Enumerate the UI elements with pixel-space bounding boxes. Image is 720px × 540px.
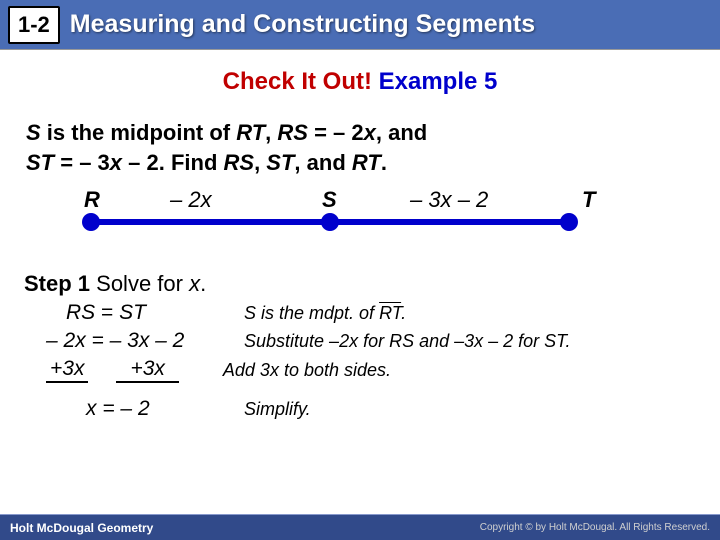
txt: +3x: [50, 357, 84, 380]
txt: =: [95, 301, 119, 324]
point-r-dot: [82, 213, 100, 231]
txt: .: [381, 150, 387, 175]
txt: +3x: [130, 357, 164, 380]
txt: x: [110, 150, 122, 175]
work-row-1: RS = ST S is the mdpt. of RT.: [24, 301, 696, 325]
txt: RS: [277, 120, 308, 145]
txt: ST: [119, 301, 146, 324]
txt: Step 1: [24, 271, 90, 296]
txt: RS: [224, 150, 255, 175]
work-left: x = – 2: [24, 397, 244, 421]
txt: .: [401, 303, 406, 323]
txt: ST: [26, 150, 54, 175]
add-term-1: +3x: [46, 357, 88, 383]
segment-st-label: – 3x – 2: [410, 187, 488, 213]
txt: x = – 2: [86, 397, 150, 420]
txt: x: [189, 271, 200, 296]
txt: = – 2: [308, 120, 364, 145]
footer-brand: Holt McDougal Geometry: [10, 521, 153, 535]
add-term-2: +3x: [116, 357, 178, 383]
txt: Solve for: [90, 271, 189, 296]
work-right: Simplify.: [244, 399, 311, 420]
section-number-badge: 1-2: [8, 6, 60, 44]
txt: – 2. Find: [122, 150, 223, 175]
solution-steps: Step 1 Solve for x. RS = ST S is the mdp…: [24, 271, 696, 421]
work-left: RS = ST: [24, 301, 244, 325]
point-s-dot: [321, 213, 339, 231]
txt: ,: [254, 150, 266, 175]
header-title: Measuring and Constructing Segments: [70, 10, 535, 39]
txt: = – 3: [54, 150, 110, 175]
segment-rs-label: – 2x: [170, 187, 212, 213]
work-row-2: – 2x = – 3x – 2 Substitute –2x for RS an…: [24, 329, 696, 353]
txt: , and: [376, 120, 427, 145]
txt: – 2x = – 3x – 2: [46, 329, 184, 352]
txt: is the midpoint of: [41, 120, 237, 145]
txt: S: [26, 120, 41, 145]
footer-copyright: Copyright © by Holt McDougal. All Rights…: [480, 522, 710, 533]
point-t-dot: [560, 213, 578, 231]
txt: ST: [266, 150, 294, 175]
slide-footer: Holt McDougal Geometry Copyright © by Ho…: [0, 514, 720, 540]
work-left: – 2x = – 3x – 2: [24, 329, 244, 353]
point-s-label: S: [322, 187, 337, 213]
txt: RT: [236, 120, 265, 145]
point-r-label: R: [84, 187, 100, 213]
txt: RT: [352, 150, 381, 175]
txt: .: [200, 271, 206, 296]
problem-statement: S is the midpoint of RT, RS = – 2x, and …: [26, 118, 694, 177]
txt: ,: [265, 120, 277, 145]
work-row-3: +3x +3x Add 3x to both sides.: [24, 357, 696, 383]
point-t-label: T: [582, 187, 595, 213]
txt: RT: [379, 303, 401, 323]
number-line-diagram: R S T – 2x – 3x – 2: [90, 201, 660, 241]
subtitle-red: Check It Out!: [223, 68, 372, 95]
work-right: S is the mdpt. of RT.: [244, 303, 406, 324]
txt: RS: [66, 301, 95, 324]
work-right: Substitute –2x for RS and –3x – 2 for ST…: [244, 331, 571, 352]
step-1-title: Step 1 Solve for x.: [24, 271, 696, 297]
subtitle-blue: Example 5: [379, 68, 498, 95]
work-right: Add 3x to both sides.: [223, 360, 391, 381]
txt: S is the mdpt. of: [244, 303, 379, 323]
txt: x: [364, 120, 376, 145]
subtitle: Check It Out! Example 5: [0, 68, 720, 96]
txt: , and: [294, 150, 351, 175]
slide-header: 1-2 Measuring and Constructing Segments: [0, 0, 720, 50]
work-row-4: x = – 2 Simplify.: [24, 397, 696, 421]
